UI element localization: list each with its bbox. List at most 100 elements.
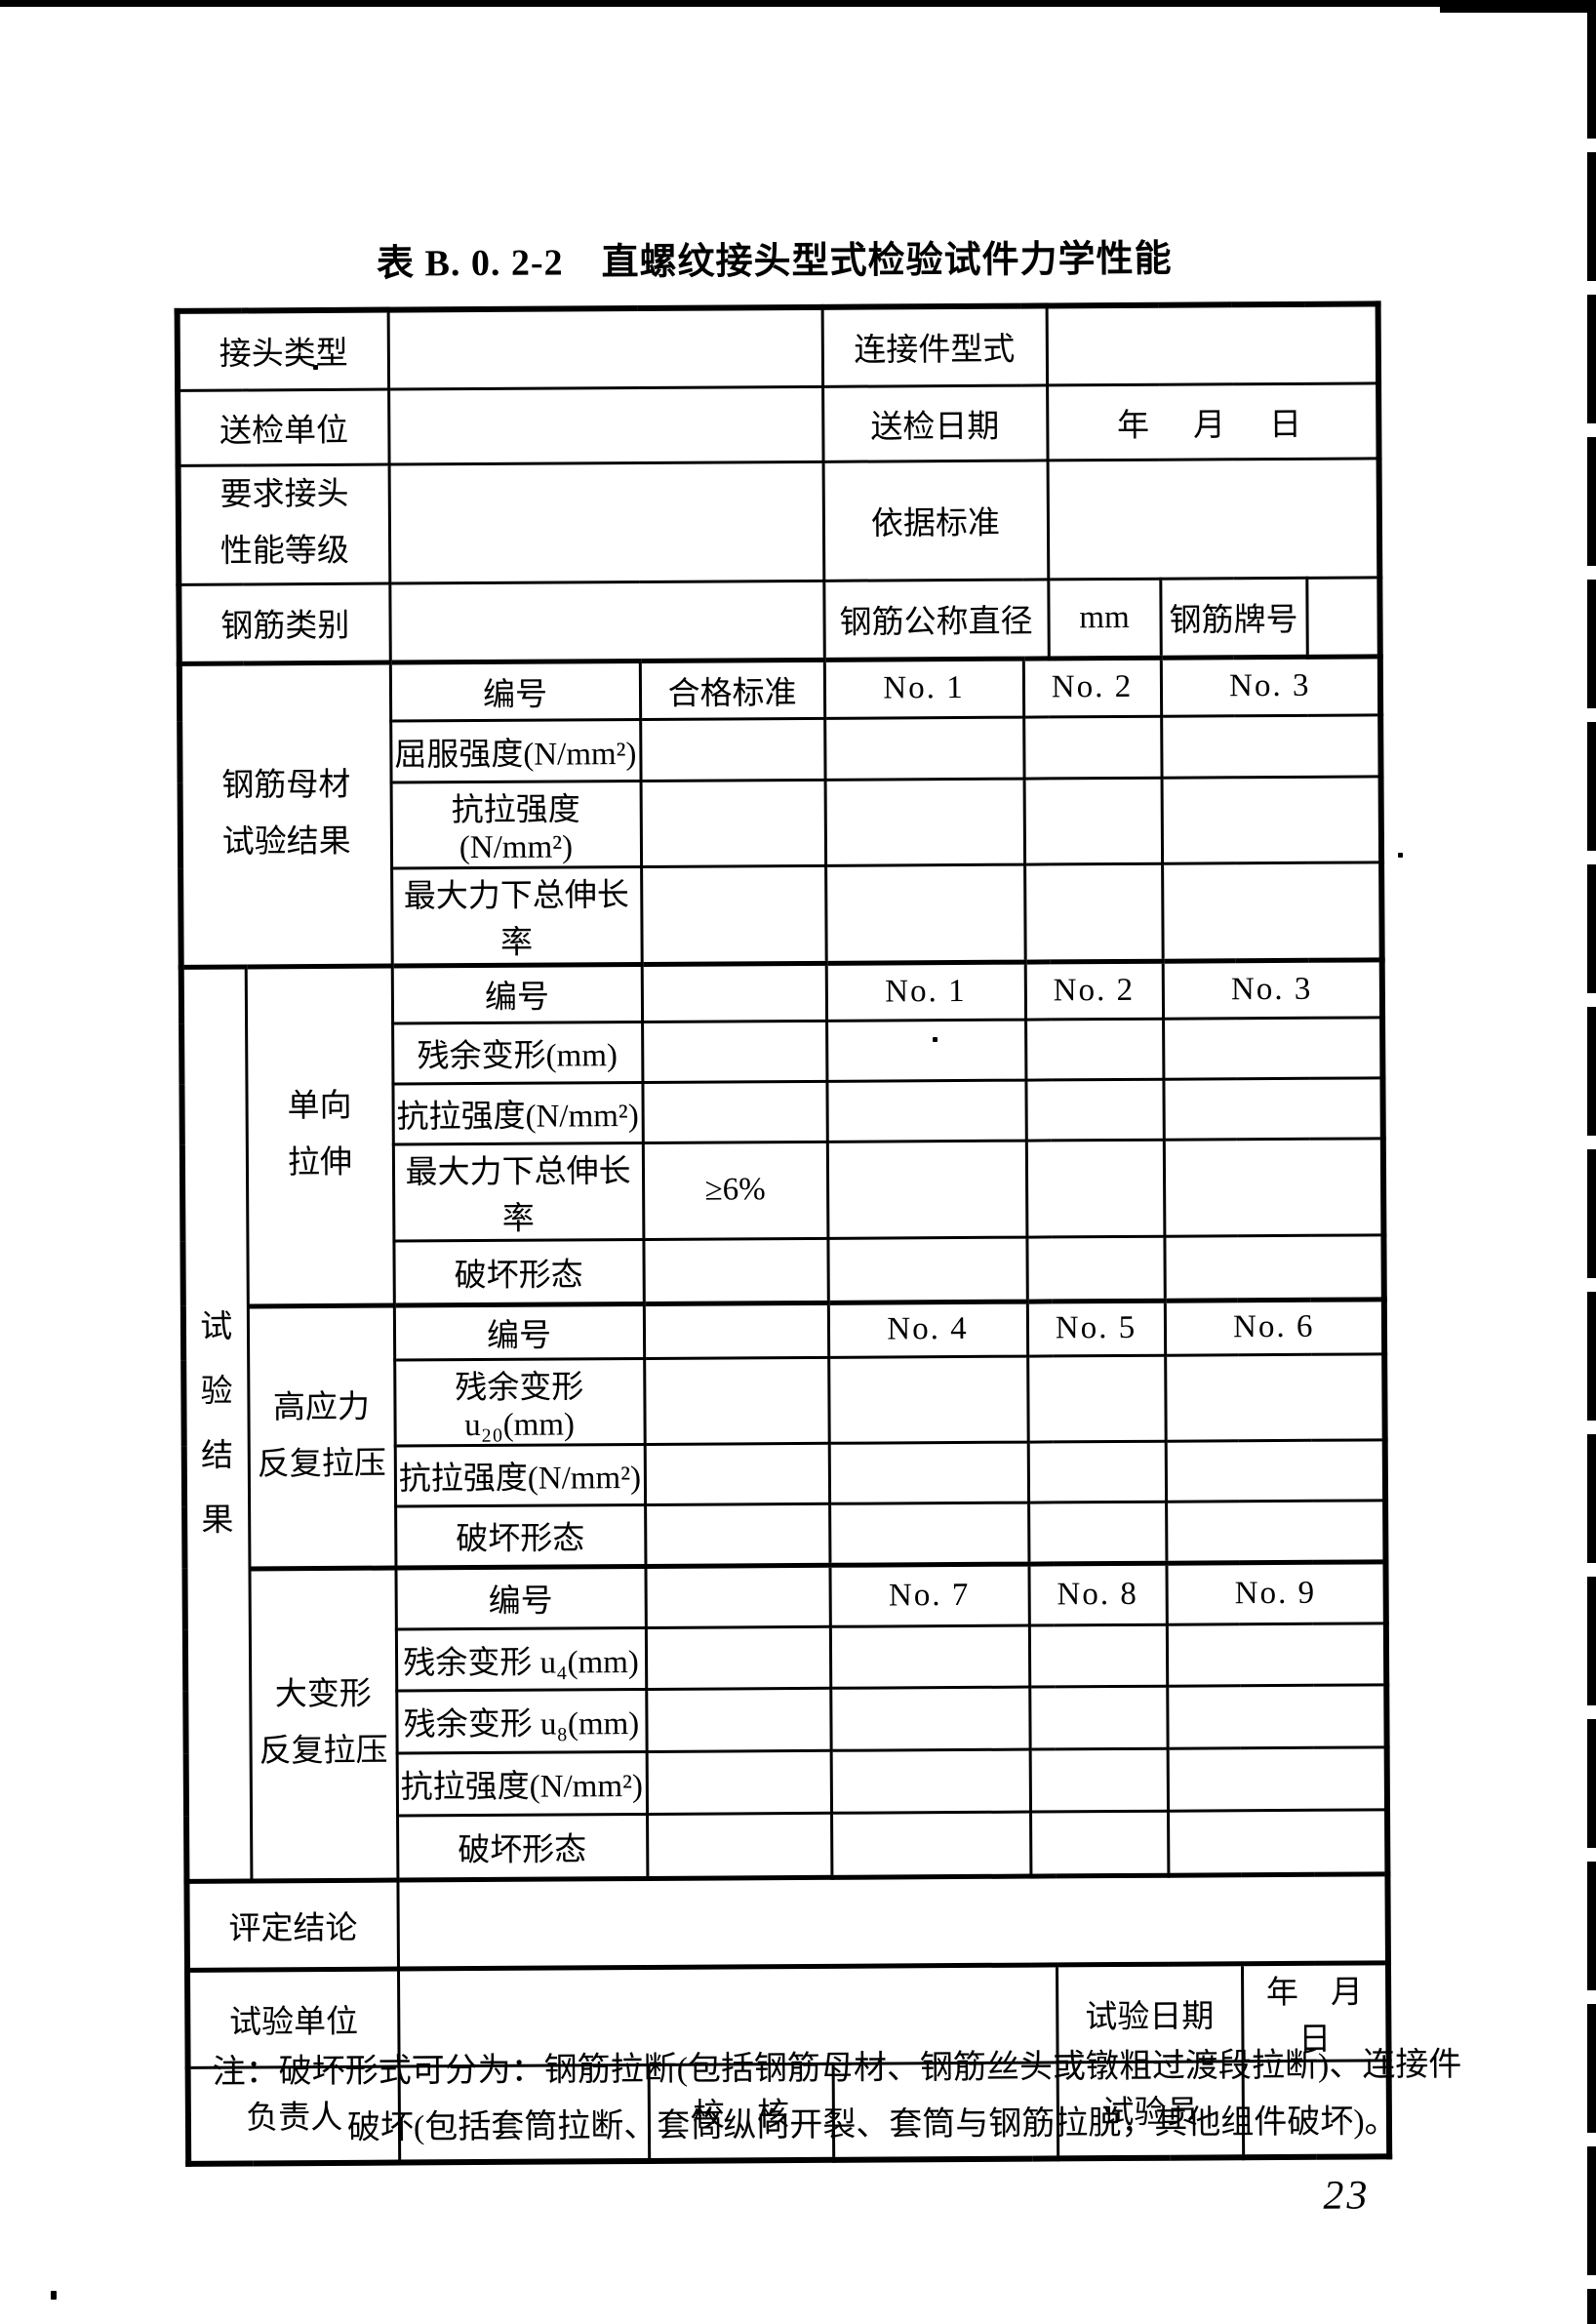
uniaxial-tension-label: 单向 拉伸 xyxy=(245,965,394,1306)
failure-mode-label: 破坏形态 xyxy=(397,1813,648,1880)
elongation-label: 最大力下总伸长率 xyxy=(392,1142,644,1241)
rebar-grade-label: 钢筋牌号 xyxy=(1160,577,1307,658)
scan-speck xyxy=(313,365,318,370)
tensile-strength-label: 抗拉强度 (N/mm²) xyxy=(390,780,642,868)
specimen-no4-header: No. 4 xyxy=(827,1301,1028,1357)
empty-cell xyxy=(826,1019,1026,1081)
conclusion-value-cell xyxy=(397,1873,1388,1969)
empty-cell xyxy=(645,1564,830,1627)
connector-type-label: 连接件型式 xyxy=(821,305,1048,386)
empty-cell xyxy=(1023,715,1162,779)
specimen-no-label: 编号 xyxy=(391,963,643,1023)
empty-cell xyxy=(641,962,827,1022)
empty-cell xyxy=(1163,1017,1383,1079)
empty-cell xyxy=(828,1355,1028,1443)
scan-edge-top xyxy=(0,0,1596,7)
elongation-pass-standard: ≥6% xyxy=(642,1141,828,1239)
empty-cell xyxy=(1165,1439,1386,1502)
empty-cell xyxy=(1025,1139,1165,1237)
empty-cell xyxy=(831,1811,1031,1877)
empty-cell xyxy=(1025,1018,1164,1080)
empty-cell xyxy=(1165,1353,1385,1441)
empty-cell xyxy=(1027,1354,1166,1442)
send-date-label: 送检日期 xyxy=(822,384,1048,461)
empty-cell xyxy=(646,1687,831,1751)
specimen-no1-header: No. 1 xyxy=(825,961,1026,1021)
empty-cell xyxy=(828,1441,1029,1503)
scan-speck xyxy=(1398,853,1403,858)
empty-cell xyxy=(1027,1440,1167,1503)
empty-cell xyxy=(647,1812,832,1878)
empty-cell xyxy=(1028,1501,1167,1564)
basis-standard-label: 依据标准 xyxy=(822,460,1049,581)
empty-cell xyxy=(1030,1810,1169,1876)
empty-cell xyxy=(1164,1234,1384,1301)
specimen-no3-header: No. 3 xyxy=(1162,959,1383,1019)
empty-cell xyxy=(642,1020,827,1082)
empty-cell xyxy=(826,1079,1026,1142)
parent-material-result-label: 钢筋母材 试验结果 xyxy=(179,661,392,967)
empty-cell xyxy=(1024,862,1163,962)
specimen-no6-header: No. 6 xyxy=(1164,1299,1385,1355)
empty-cell xyxy=(824,778,1025,865)
large-deformation-cyclic-label: 大变形 反复拉压 xyxy=(249,1567,398,1881)
tensile-strength-label: 抗拉强度(N/mm²) xyxy=(396,1750,648,1816)
specimen-no2-header: No. 2 xyxy=(1022,657,1162,717)
empty-cell xyxy=(646,1749,832,1814)
footnote-line1: 注：破坏形式可分为：钢筋拉断(包括钢筋母材、钢筋丝头或镦粗过渡段拉断)、连接件 xyxy=(212,2046,1462,2091)
specimen-no7-header: No. 7 xyxy=(829,1563,1029,1626)
rebar-type-value-cell xyxy=(389,580,824,662)
specimen-no-label: 编号 xyxy=(395,1565,646,1629)
empty-cell xyxy=(829,1502,1029,1565)
empty-cell xyxy=(1162,861,1382,961)
empty-cell xyxy=(826,1140,1027,1238)
specimen-no8-header: No. 8 xyxy=(1028,1562,1167,1625)
scan-speck xyxy=(51,2291,57,2300)
residual-deformation-u20-label: 残余变形 u₂₀(mm) xyxy=(394,1357,645,1446)
empty-cell xyxy=(644,1356,829,1444)
tensile-strength-label: 抗拉强度(N/mm²) xyxy=(394,1443,646,1506)
scan-speck xyxy=(933,1037,938,1042)
high-stress-cyclic-label: 高应力 反复拉压 xyxy=(247,1304,396,1569)
specimen-no-label: 编号 xyxy=(389,660,641,721)
send-unit-value-cell xyxy=(388,385,823,464)
specimen-no2-header: No. 2 xyxy=(1024,960,1164,1020)
specimen-no-label: 编号 xyxy=(393,1302,645,1360)
empty-cell xyxy=(1026,1235,1165,1302)
empty-cell xyxy=(824,716,1024,780)
rebar-diameter-label: 钢筋公称直径 xyxy=(823,579,1049,660)
failure-mode-label: 破坏形态 xyxy=(395,1503,646,1568)
specimen-no1-header: No. 1 xyxy=(823,658,1024,718)
empty-cell xyxy=(643,1302,829,1358)
empty-cell xyxy=(644,1442,830,1504)
send-unit-label: 送检单位 xyxy=(178,388,389,465)
empty-cell xyxy=(1028,1623,1168,1687)
scan-edge-right xyxy=(1587,10,1596,2324)
empty-cell xyxy=(1163,1138,1384,1236)
empty-cell xyxy=(830,1686,1030,1750)
scan-edge-top-right xyxy=(1440,0,1596,13)
specimen-no9-header: No. 9 xyxy=(1166,1561,1386,1624)
empty-cell xyxy=(1166,1500,1386,1563)
specimen-no3-header: No. 3 xyxy=(1160,656,1381,716)
empty-cell xyxy=(827,1236,1027,1302)
residual-deformation-label: 残余变形(mm) xyxy=(392,1021,643,1084)
empty-cell xyxy=(1166,1623,1387,1686)
residual-deformation-u8-label: 残余变形 u₈(mm) xyxy=(396,1688,647,1753)
conclusion-label: 评定结论 xyxy=(186,1879,398,1970)
empty-cell xyxy=(1168,1809,1388,1875)
empty-cell xyxy=(1025,1078,1164,1141)
empty-cell xyxy=(830,1748,1031,1813)
required-grade-value-cell xyxy=(388,461,824,583)
joint-type-label: 接头类型 xyxy=(177,309,389,390)
rebar-grade-value-cell xyxy=(1306,577,1380,657)
empty-cell xyxy=(642,1080,827,1142)
required-grade-label: 要求接头 性能等级 xyxy=(178,463,390,584)
connector-type-value-cell xyxy=(1046,303,1379,385)
rebar-type-label: 钢筋类别 xyxy=(179,582,390,663)
footnote-line2: 破坏(包括套筒拉断、套筒纵向开裂、套筒与钢筋拉脱，其他组件破坏)。 xyxy=(346,2104,1398,2147)
empty-cell xyxy=(643,1237,828,1303)
empty-cell xyxy=(641,864,826,964)
